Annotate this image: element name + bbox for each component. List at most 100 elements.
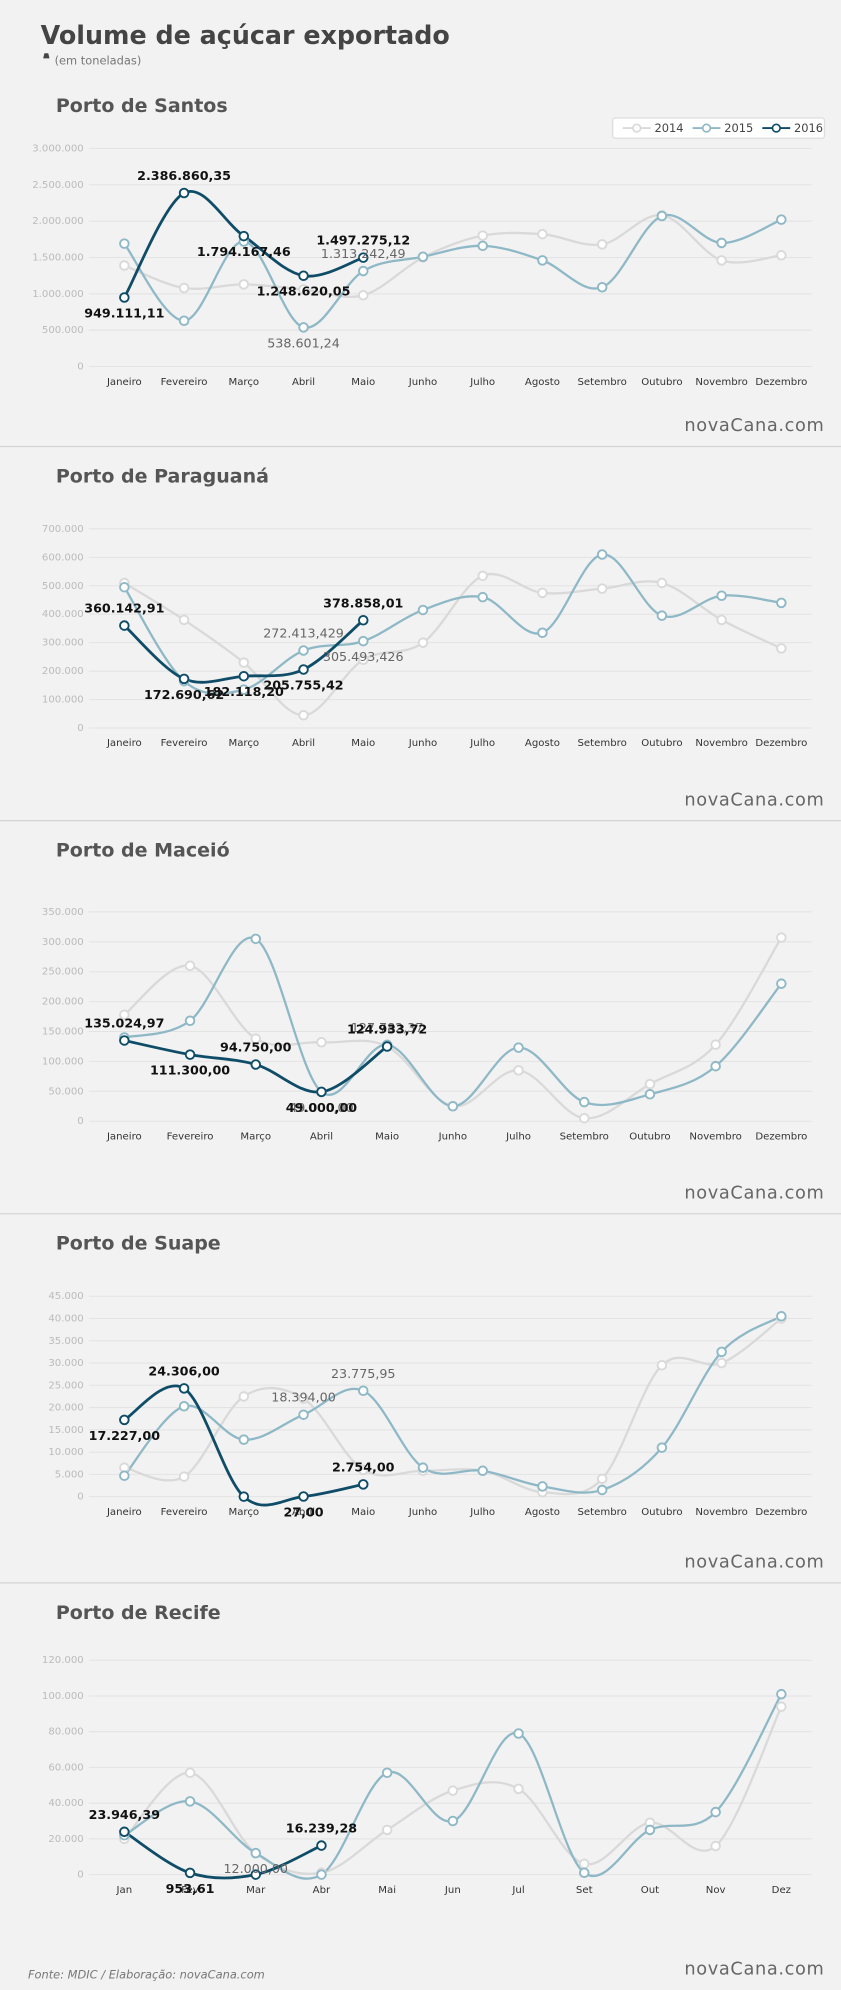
data-point xyxy=(381,1767,393,1779)
y-tick-label: 5.000 xyxy=(55,1469,84,1480)
data-point xyxy=(184,1049,196,1060)
x-tick-label: Fevereiro xyxy=(161,738,208,749)
x-tick-label: Mai xyxy=(378,1885,396,1896)
x-tick-label: Jun xyxy=(444,1885,461,1896)
data-point xyxy=(537,255,548,266)
data-point xyxy=(357,635,369,647)
y-tick-label: 60.000 xyxy=(48,1762,83,1773)
series-line xyxy=(123,1830,323,1880)
data-point xyxy=(596,1484,608,1496)
data-point xyxy=(298,270,309,282)
chart-title: Porto de Suape xyxy=(56,1233,221,1255)
y-tick-label: 2.000.000 xyxy=(32,216,84,227)
data-label: 49.000,00 xyxy=(289,1100,354,1115)
x-tick-label: Janeiro xyxy=(106,1507,142,1518)
data-point xyxy=(776,978,787,989)
x-tick-label: Outubro xyxy=(641,377,682,388)
x-tick-label: Agosto xyxy=(525,738,560,749)
data-point xyxy=(184,1867,196,1879)
data-point xyxy=(710,1039,721,1050)
data-point xyxy=(238,684,250,695)
x-tick-label: Julho xyxy=(469,377,495,388)
x-tick-label: Fevereiro xyxy=(161,377,208,388)
x-tick-label: Junho xyxy=(408,738,437,749)
chart-title: Porto de Santos xyxy=(56,95,228,117)
data-point xyxy=(298,1491,309,1502)
data-point xyxy=(776,643,787,654)
data-label: 305.493,426 xyxy=(323,649,404,664)
series-line xyxy=(123,189,364,299)
data-label: 16.239,28 xyxy=(286,1821,358,1836)
data-point xyxy=(578,1867,590,1879)
data-point xyxy=(178,282,190,294)
data-point xyxy=(119,260,130,271)
series-line xyxy=(123,1315,782,1494)
y-tick-label: 0 xyxy=(77,1116,83,1127)
y-tick-label: 200.000 xyxy=(42,666,84,677)
data-label: 538.601,24 xyxy=(267,335,340,350)
x-tick-label: Fev xyxy=(181,1885,199,1896)
x-tick-label: Jul xyxy=(511,1885,524,1896)
data-label: 360.142,91 xyxy=(84,601,164,616)
data-point xyxy=(178,614,190,626)
x-tick-label: Dezembro xyxy=(755,738,807,749)
data-point xyxy=(119,1414,130,1426)
data-point xyxy=(119,1470,130,1481)
x-tick-label: Set xyxy=(576,1885,593,1896)
data-point xyxy=(716,590,727,602)
x-tick-label: Mar xyxy=(246,1885,266,1896)
y-tick-label: 0 xyxy=(77,723,83,734)
y-tick-label: 250.000 xyxy=(42,967,84,978)
x-tick-label: Outubro xyxy=(641,738,682,749)
series-line xyxy=(123,214,782,299)
x-tick-label: Dezembro xyxy=(755,377,807,388)
data-point xyxy=(250,1059,262,1070)
data-point xyxy=(298,322,309,333)
x-tick-label: Maio xyxy=(351,738,375,749)
x-tick-label: Março xyxy=(228,1507,259,1518)
x-tick-label: Agosto xyxy=(525,377,560,388)
data-point xyxy=(477,570,488,582)
logo: novaCana.com xyxy=(684,790,824,810)
data-point xyxy=(298,1409,309,1420)
data-point xyxy=(716,1346,727,1358)
x-tick-label: Dez xyxy=(772,1885,791,1896)
y-tick-label: 150.000 xyxy=(42,1027,84,1038)
data-point xyxy=(710,1060,721,1072)
series-line xyxy=(124,936,783,1108)
data-point xyxy=(178,187,190,199)
y-tick-label: 3.000.000 xyxy=(32,143,84,154)
data-point xyxy=(250,1033,262,1044)
data-label: 12.000,00 xyxy=(223,1861,287,1876)
y-tick-label: 500.000 xyxy=(42,325,84,336)
x-tick-label: Abril xyxy=(292,738,315,749)
y-tick-label: 25.000 xyxy=(48,1380,83,1391)
logo: novaCana.com xyxy=(684,1183,824,1203)
legend-marker xyxy=(632,123,642,133)
data-point xyxy=(417,604,429,616)
data-point xyxy=(184,1015,196,1027)
y-tick-label: 50.000 xyxy=(48,1086,83,1097)
y-tick-label: 0 xyxy=(77,1492,83,1503)
data-point xyxy=(119,1826,130,1838)
x-tick-label: Setembro xyxy=(578,738,627,749)
source-note: Fonte: MDIC / Elaboração: novaCana.com xyxy=(28,1967,265,1981)
y-tick-label: 1.500.000 xyxy=(32,252,84,263)
y-tick-label: 45.000 xyxy=(48,1291,83,1302)
y-tick-label: 100.000 xyxy=(42,1691,84,1702)
data-point xyxy=(447,1815,459,1827)
data-point xyxy=(316,1086,327,1098)
legend-marker xyxy=(701,123,712,133)
x-tick-label: Jan xyxy=(116,1885,133,1896)
x-tick-label: Maio xyxy=(375,1131,399,1142)
data-point xyxy=(238,657,250,668)
data-label: 2.386.860,35 xyxy=(137,168,231,183)
y-tick-label: 10.000 xyxy=(48,1447,83,1458)
data-point xyxy=(417,251,429,263)
data-point xyxy=(716,237,727,249)
series-line xyxy=(123,1706,783,1875)
data-label: 124.933,72 xyxy=(347,1022,427,1037)
data-point xyxy=(537,1481,548,1492)
x-tick-label: Novembro xyxy=(695,738,747,749)
x-tick-label: Novembro xyxy=(695,1507,747,1518)
